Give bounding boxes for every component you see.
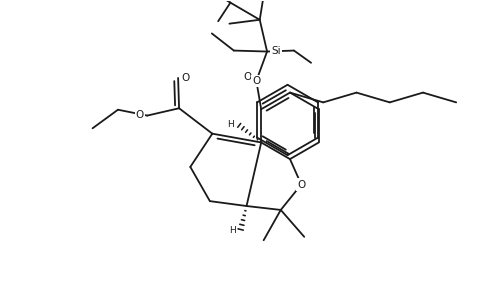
Text: O: O (297, 180, 306, 190)
Text: O: O (182, 73, 190, 83)
Text: Si: Si (271, 46, 281, 56)
Text: O: O (252, 76, 260, 86)
Text: H: H (227, 120, 234, 129)
Text: O: O (182, 73, 190, 83)
Text: O: O (297, 180, 306, 190)
Text: O: O (136, 110, 144, 120)
Text: O: O (136, 110, 144, 120)
Text: H: H (229, 226, 236, 235)
Text: O: O (244, 72, 251, 82)
Text: Si: Si (271, 46, 281, 56)
